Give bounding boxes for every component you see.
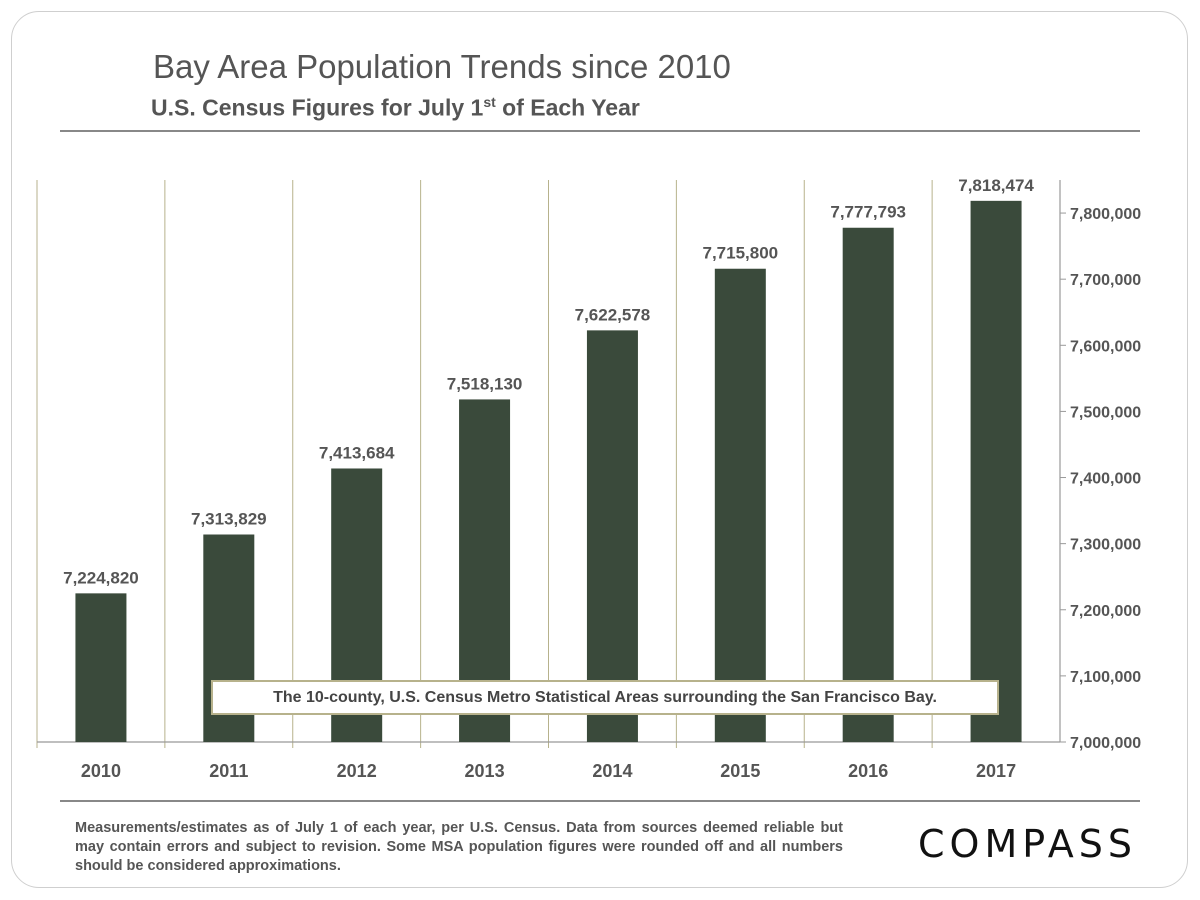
data-label: 7,818,474	[958, 176, 1034, 195]
data-label: 7,715,800	[702, 244, 778, 263]
y-tick-label: 7,500,000	[1070, 404, 1141, 421]
data-label: 7,413,684	[319, 443, 395, 462]
x-tick-label: 2016	[848, 761, 888, 781]
bar-2017	[970, 200, 1022, 743]
subtitle-tail: of Each Year	[495, 94, 640, 121]
bar-2016	[842, 227, 894, 742]
y-tick-label: 7,400,000	[1070, 471, 1141, 488]
bar-2010	[75, 593, 127, 742]
compass-logo: COMPASS	[918, 822, 1137, 866]
x-tick-label: 2017	[976, 761, 1016, 781]
bottom-divider	[60, 800, 1140, 802]
x-tick-label: 2011	[209, 761, 248, 781]
data-label: 7,313,829	[191, 510, 267, 529]
x-tick-label: 2013	[465, 761, 505, 781]
y-tick-label: 7,800,000	[1070, 206, 1141, 223]
subtitle-sup: st	[483, 94, 496, 110]
slide-frame	[11, 11, 1188, 888]
bar-2014	[586, 330, 638, 742]
x-tick-label: 2010	[81, 761, 121, 781]
data-label: 7,518,130	[447, 374, 523, 393]
x-tick-label: 2012	[337, 761, 377, 781]
data-label: 7,224,820	[63, 568, 139, 587]
y-tick-label: 7,200,000	[1070, 603, 1141, 620]
y-tick-label: 7,000,000	[1070, 735, 1141, 752]
chart-subtitle: U.S. Census Figures for July 1st of Each…	[151, 94, 640, 122]
data-label: 7,622,578	[575, 305, 651, 324]
x-tick-label: 2015	[720, 761, 760, 781]
x-tick-label: 2014	[592, 761, 632, 781]
bar-2015	[714, 268, 766, 742]
top-divider	[60, 130, 1140, 132]
chart-title: Bay Area Population Trends since 2010	[153, 48, 731, 85]
data-label: 7,777,793	[830, 203, 906, 222]
footnote: Measurements/estimates as of July 1 of e…	[75, 820, 843, 874]
y-tick-label: 7,700,000	[1070, 272, 1141, 289]
subtitle-text: U.S. Census Figures for July 1	[151, 94, 484, 121]
chart-annotation: The 10-county, U.S. Census Metro Statist…	[211, 680, 999, 715]
y-tick-label: 7,100,000	[1070, 669, 1141, 686]
y-tick-label: 7,300,000	[1070, 537, 1141, 554]
y-tick-label: 7,600,000	[1070, 338, 1141, 355]
